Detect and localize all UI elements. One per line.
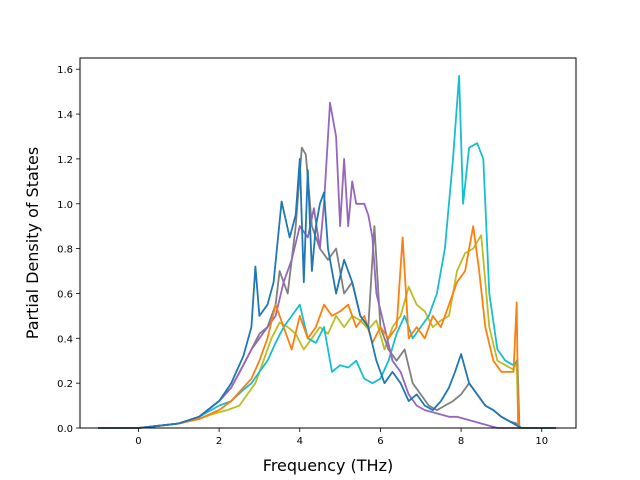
y-tick-label: 1.6 bbox=[57, 65, 73, 76]
x-tick-label: 10 bbox=[535, 436, 548, 447]
y-tick-label: 0.2 bbox=[57, 379, 73, 390]
y-axis: 0.0 0.2 0.4 0.6 0.8 1.0 1.2 1.4 1.6 bbox=[57, 65, 80, 435]
series-line-3 bbox=[98, 146, 556, 429]
x-tick-label: 0 bbox=[135, 436, 141, 447]
x-tick-label: 8 bbox=[458, 436, 464, 447]
x-tick-label: 6 bbox=[377, 436, 383, 447]
y-tick-label: 0.0 bbox=[57, 424, 73, 435]
series-line-2 bbox=[98, 75, 556, 429]
y-axis-label: Partial Density of States bbox=[23, 147, 42, 339]
y-tick-label: 1.4 bbox=[57, 110, 73, 121]
plot-frame bbox=[79, 57, 577, 429]
x-tick-label: 2 bbox=[216, 436, 222, 447]
y-tick-label: 1.2 bbox=[57, 155, 73, 166]
y-tick-label: 0.6 bbox=[57, 289, 73, 300]
x-axis: 0 2 4 6 8 10 bbox=[135, 428, 548, 447]
series-line-4 bbox=[98, 101, 556, 429]
x-tick-label: 4 bbox=[297, 436, 303, 447]
plot-area bbox=[98, 75, 556, 429]
y-tick-label: 1.0 bbox=[57, 200, 73, 211]
series-line-6 bbox=[98, 157, 556, 429]
y-tick-label: 0.4 bbox=[57, 334, 73, 345]
x-axis-label: Frequency (THz) bbox=[263, 456, 393, 475]
y-tick-label: 0.8 bbox=[57, 245, 73, 256]
